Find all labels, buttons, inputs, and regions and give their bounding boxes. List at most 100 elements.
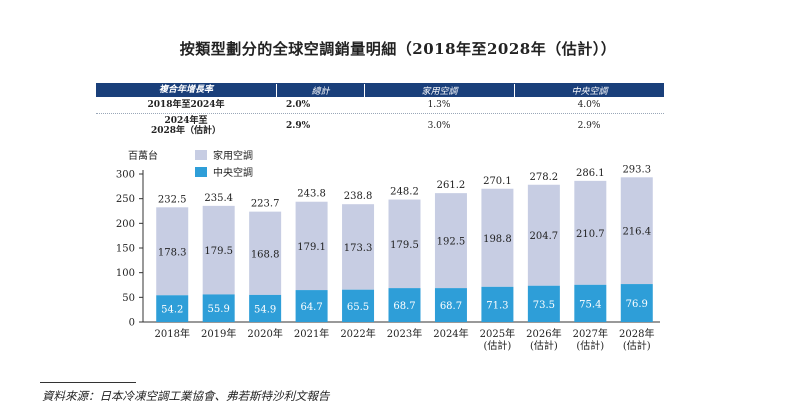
household-value-label: 198.8 — [483, 234, 512, 245]
central-bar-segment — [249, 294, 282, 322]
x-tick-label: (估計) — [623, 339, 651, 352]
header-household: 家用空調 — [364, 83, 514, 97]
household-value-label: 204.7 — [530, 231, 559, 242]
header-central: 中央空調 — [514, 83, 664, 97]
household-value-label: 173.3 — [344, 243, 373, 254]
table-row: 2024年至 2028年（估計） 2.9% 3.0% 2.9% — [96, 114, 664, 138]
central-bar-segment — [295, 290, 328, 322]
legend-swatch — [195, 167, 207, 177]
household-cell: 1.3% — [427, 100, 451, 110]
central-value-label: 54.9 — [254, 304, 276, 315]
bars: 54.2 178.3 232.5 2018年 55.9 179.5 235.4 2019年 54… — [155, 164, 655, 352]
household-bar-segment — [620, 177, 653, 285]
total-value-label: 235.4 — [204, 193, 233, 204]
central-cell: 2.9% — [577, 121, 601, 131]
household-value-label: 179.5 — [390, 240, 419, 251]
household-value-label: 192.5 — [437, 237, 466, 248]
y-axis-label: 百萬台 — [128, 149, 158, 162]
central-bar-segment — [202, 294, 235, 322]
total-value-label: 223.7 — [251, 199, 280, 210]
household-value-label: 210.7 — [576, 229, 605, 240]
x-tick-label: (估計) — [576, 339, 604, 352]
x-tick-label: 2028年 — [619, 327, 654, 340]
source-note: 資料來源：日本冷凍空調工業協會、弗若斯特沙利文報告 — [42, 389, 330, 403]
total-value-label: 270.1 — [483, 176, 512, 187]
growth-rate-table: 複合年增長率 總計 家用空調 中央空調 2018年至2024年 2.0% 1.3… — [96, 83, 664, 138]
period-line-1: 2024年至 — [164, 116, 208, 126]
central-bar-segment — [574, 284, 607, 322]
x-tick-label: 2023年 — [387, 327, 422, 340]
x-tick-label: 2019年 — [201, 327, 236, 340]
household-bar-segment — [481, 188, 514, 287]
x-tick-label: 2018年 — [155, 327, 190, 340]
y-tick-label: 150 — [116, 244, 135, 255]
central-value-label: 68.7 — [393, 301, 415, 312]
household-bar-segment — [527, 184, 560, 286]
household-value-label: 179.5 — [204, 246, 233, 257]
y-tick-label: 100 — [116, 268, 135, 279]
footnote-divider — [40, 382, 136, 383]
central-bar-segment — [481, 286, 514, 322]
household-value-label: 178.3 — [158, 247, 187, 258]
y-tick-label: 250 — [116, 194, 135, 205]
x-tick-label: 2020年 — [247, 327, 282, 340]
household-bar-segment — [249, 211, 282, 295]
household-bar-segment — [574, 180, 607, 285]
central-value-label: 54.2 — [161, 305, 183, 316]
central-cell: 4.0% — [577, 100, 601, 110]
y-tick-label: 50 — [122, 293, 135, 304]
household-bar-segment — [388, 199, 421, 289]
household-value-label: 179.1 — [297, 242, 326, 253]
total-value-label: 248.2 — [390, 187, 419, 198]
total-value-label: 293.3 — [622, 164, 651, 175]
central-value-label: 75.4 — [579, 299, 601, 310]
total-value-label: 243.8 — [297, 189, 326, 200]
central-value-label: 71.3 — [486, 300, 508, 311]
table-row: 2018年至2024年 2.0% 1.3% 4.0% — [96, 97, 664, 114]
x-tick-label: 2021年 — [294, 327, 329, 340]
y-tick-label: 300 — [116, 170, 135, 181]
total-value-label: 238.8 — [344, 191, 373, 202]
total-value-label: 278.2 — [530, 172, 559, 183]
total-cell: 2.9% — [286, 121, 311, 131]
legend-label: 中央空調 — [213, 166, 253, 179]
legend-swatch — [195, 150, 207, 160]
household-bar-segment — [202, 205, 235, 295]
x-tick-label: 2026年 — [526, 327, 561, 340]
household-value-label: 168.8 — [251, 249, 280, 260]
header-total: 總計 — [276, 83, 364, 97]
central-bar-segment — [388, 288, 421, 322]
x-tick-label: 2024年 — [433, 327, 468, 340]
total-value-label: 286.1 — [576, 168, 605, 179]
period-line-2: 2028年（估計） — [150, 126, 222, 136]
total-value-label: 232.5 — [158, 194, 187, 205]
page-title: 按類型劃分的全球空調銷量明細（2018年至2028年（估計）） — [179, 40, 617, 58]
central-value-label: 73.5 — [533, 300, 555, 311]
x-tick-label: (估計) — [484, 339, 512, 352]
household-bar-segment — [156, 207, 189, 296]
household-bar-segment — [295, 201, 328, 291]
period-cell: 2018年至2024年 — [147, 100, 225, 110]
total-cell: 2.0% — [286, 100, 311, 110]
central-value-label: 65.5 — [347, 302, 369, 313]
household-cell: 3.0% — [427, 121, 451, 131]
y-tick-label: 200 — [116, 219, 135, 230]
central-bar-segment — [527, 285, 560, 322]
legend-label: 家用空調 — [213, 149, 253, 162]
total-value-label: 261.2 — [437, 180, 466, 191]
x-tick-label: 2027年 — [573, 327, 608, 340]
x-tick-label: 2025年 — [480, 327, 515, 340]
central-value-label: 68.7 — [440, 301, 462, 312]
household-bar-segment — [434, 193, 467, 289]
central-bar-segment — [434, 288, 467, 322]
household-bar-segment — [342, 204, 375, 290]
x-tick-label: (估計) — [530, 339, 558, 352]
header-cagr: 複合年增長率 — [158, 85, 213, 95]
central-value-label: 64.7 — [300, 302, 322, 313]
period-cell: 2024年至 2028年（估計） — [96, 116, 276, 136]
central-bar-segment — [342, 289, 375, 322]
x-tick-label: 2022年 — [340, 327, 375, 340]
central-value-label: 76.9 — [626, 299, 648, 310]
